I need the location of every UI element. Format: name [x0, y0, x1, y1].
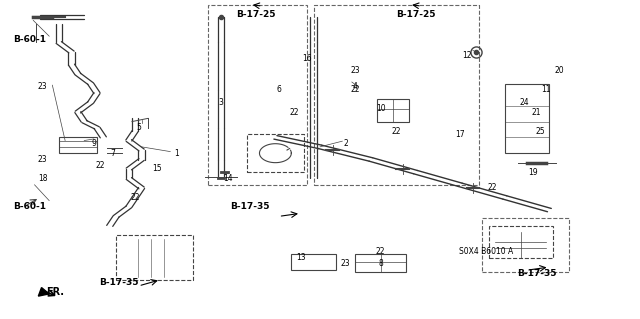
Bar	[59, 137, 97, 153]
Text: 13: 13	[296, 253, 306, 262]
Text: FR.: FR.	[47, 287, 65, 297]
Text: 1: 1	[174, 149, 179, 158]
Text: 23: 23	[350, 66, 360, 76]
Text: B-17-25: B-17-25	[396, 10, 435, 19]
Text: 19: 19	[529, 168, 538, 177]
Text: 3: 3	[219, 98, 223, 107]
Text: 22: 22	[487, 183, 497, 192]
Text: 22: 22	[95, 161, 105, 170]
Text: 2: 2	[343, 139, 348, 148]
Bar	[209, 4, 307, 185]
Text: 23: 23	[340, 259, 350, 268]
Text: B-17-35: B-17-35	[100, 278, 139, 287]
Text: 9: 9	[92, 139, 96, 148]
Bar	[246, 134, 304, 172]
Bar	[291, 254, 336, 270]
Polygon shape	[38, 287, 49, 296]
Text: S0X4 B6010 A: S0X4 B6010 A	[458, 247, 513, 256]
Text: 20: 20	[554, 66, 564, 76]
Text: 7: 7	[111, 149, 115, 158]
Text: 4: 4	[353, 82, 358, 91]
Text: 10: 10	[376, 104, 385, 113]
Text: B-17-35: B-17-35	[230, 203, 269, 211]
Text: 22: 22	[350, 85, 360, 94]
Text: 17: 17	[456, 130, 465, 139]
Text: 22: 22	[392, 127, 401, 136]
Text: 23: 23	[38, 82, 47, 91]
Text: B-17-35: B-17-35	[517, 269, 556, 278]
Bar	[505, 84, 549, 153]
Text: 22: 22	[131, 193, 140, 202]
Bar	[483, 218, 568, 272]
Text: 22: 22	[290, 108, 300, 116]
Bar	[314, 4, 479, 185]
Text: 18: 18	[38, 174, 47, 183]
Text: B-60-1: B-60-1	[13, 203, 47, 211]
Text: 16: 16	[303, 54, 312, 63]
Text: B-17-25: B-17-25	[237, 10, 276, 19]
Text: 22: 22	[376, 247, 385, 256]
Text: 5: 5	[136, 123, 141, 132]
Text: 12: 12	[462, 51, 471, 60]
Bar	[116, 235, 193, 280]
Text: 24: 24	[519, 98, 529, 107]
Text: 25: 25	[535, 127, 545, 136]
Text: 23: 23	[38, 155, 47, 164]
Text: 11: 11	[541, 85, 551, 94]
Text: 8: 8	[378, 259, 383, 268]
Bar	[355, 254, 406, 272]
Text: 15: 15	[153, 165, 163, 174]
Bar	[489, 226, 552, 257]
Text: 14: 14	[223, 174, 232, 183]
Text: B-60-1: B-60-1	[13, 35, 47, 44]
Bar	[378, 100, 409, 122]
Text: 6: 6	[276, 85, 281, 94]
Text: 21: 21	[532, 108, 541, 116]
